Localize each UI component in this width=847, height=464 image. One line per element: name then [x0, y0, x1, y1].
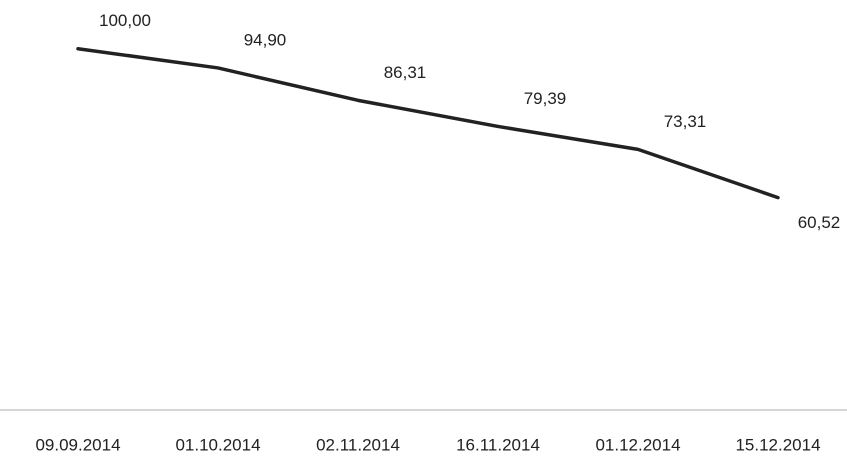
data-label: 86,31: [384, 63, 427, 82]
x-tick-label: 02.11.2014: [316, 435, 400, 454]
x-tick-label: 09.09.2014: [35, 435, 120, 454]
data-label: 60,52: [798, 213, 841, 232]
x-tick-label: 15.12.2014: [735, 435, 820, 454]
data-label: 94,90: [244, 30, 287, 49]
data-label: 73,31: [664, 112, 707, 131]
x-tick-label: 01.12.2014: [595, 435, 680, 454]
line: [76, 46, 780, 200]
x-tick-label: 01.10.2014: [175, 435, 260, 454]
data-label: 100,00: [99, 11, 151, 30]
x-tick-label: 16.11.2014: [456, 435, 540, 454]
data-label: 79,39: [524, 89, 567, 108]
